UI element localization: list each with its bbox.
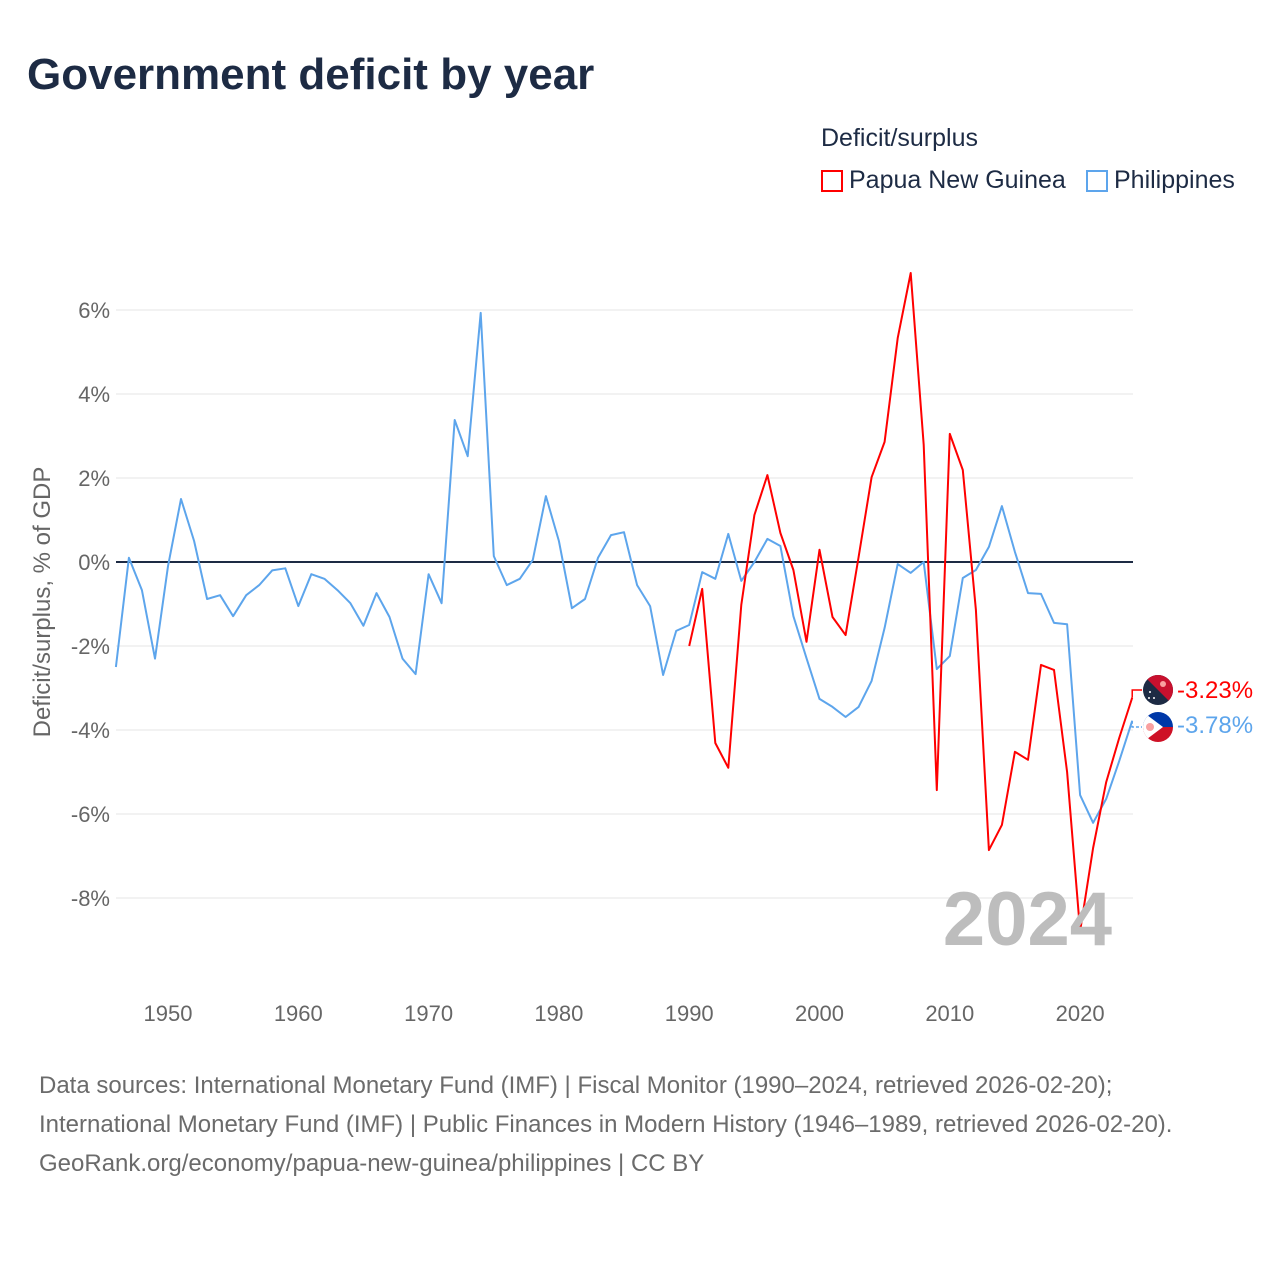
series-line-philippines[interactable] <box>114 311 1134 824</box>
x-tick-label: 1960 <box>274 1001 323 1026</box>
y-tick-label: -2% <box>71 634 110 659</box>
legend-item-papua-new-guinea[interactable]: Papua New Guinea <box>821 166 1066 195</box>
flag-papua-new-guinea-icon <box>1143 675 1173 705</box>
y-tick-label: -6% <box>71 802 110 827</box>
line-chart: 6% 4% 2% 0% -2% -4% -6% -8% 1950 1960 1970 1980 1990… <box>29 272 1253 1026</box>
legend-label: Papua New Guinea <box>849 166 1066 194</box>
x-tick-label: 2020 <box>1056 1001 1105 1026</box>
y-tick-label: 0% <box>78 550 110 575</box>
x-tick-label: 1990 <box>665 1001 714 1026</box>
y-tick-label: 4% <box>78 382 110 407</box>
legend-item-philippines[interactable]: Philippines <box>1086 166 1235 195</box>
y-axis-label: Deficit/surplus, % of GDP <box>29 467 56 738</box>
legend-swatch-png <box>821 169 843 192</box>
x-tick-label: 2000 <box>795 1001 844 1026</box>
end-label-papua-new-guinea: -3.23% <box>1177 677 1253 704</box>
y-tick-label: -8% <box>71 886 110 911</box>
flag-philippines-icon <box>1143 712 1173 742</box>
year-watermark: 2024 <box>943 877 1112 962</box>
x-tick-label: 1980 <box>534 1001 583 1026</box>
footer: Data sources: International Monetary Fun… <box>39 1066 1239 1183</box>
end-label-connector <box>1131 720 1142 728</box>
series-line-papua-new-guinea[interactable] <box>688 272 1134 933</box>
source-link[interactable]: GeoRank.org/economy/papua-new-guinea/phi… <box>39 1150 705 1177</box>
y-tick-label: -4% <box>71 718 110 743</box>
legend-swatch-philippines <box>1086 169 1108 192</box>
data-sources: Data sources: International Monetary Fun… <box>39 1072 1173 1138</box>
end-label-connector <box>1131 689 1142 698</box>
x-tick-label: 1950 <box>144 1001 193 1026</box>
x-tick-label: 1970 <box>404 1001 453 1026</box>
legend-title: Deficit/surplus <box>821 124 978 152</box>
chart-title: Government deficit by year <box>27 50 595 99</box>
y-tick-label: 2% <box>78 466 110 491</box>
end-label-philippines: -3.78% <box>1177 712 1253 739</box>
legend-label: Philippines <box>1114 166 1235 194</box>
y-tick-label: 6% <box>78 298 110 323</box>
x-tick-label: 2010 <box>925 1001 974 1026</box>
